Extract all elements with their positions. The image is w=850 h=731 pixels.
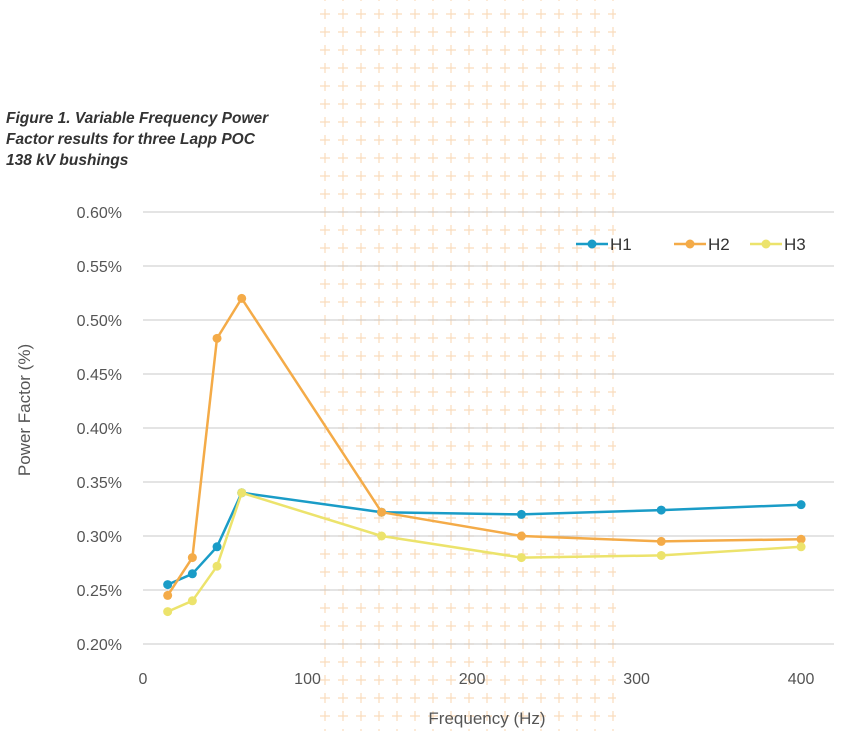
series-h2 (163, 293, 806, 600)
legend-label: H2 (708, 235, 730, 254)
data-point (163, 590, 173, 600)
data-point (796, 534, 806, 544)
data-point (163, 607, 173, 617)
data-point (377, 531, 387, 541)
data-point (187, 596, 197, 606)
y-tick-label: 0.60% (77, 205, 122, 222)
data-point (796, 542, 806, 552)
legend-item-h3: H3 (750, 235, 806, 254)
y-tick-label: 0.25% (77, 583, 122, 600)
y-tick-label: 0.20% (77, 637, 122, 654)
caption-line: 138 kV bushings (6, 152, 129, 169)
legend-label: H1 (610, 235, 632, 254)
data-point (516, 553, 526, 563)
x-tick-labels: 0 100 200 300 400 (139, 671, 815, 688)
background-pattern (318, 0, 616, 731)
data-point (656, 505, 666, 515)
x-tick-label: 400 (788, 671, 815, 688)
legend: H1 H2 H3 (576, 235, 806, 254)
x-tick-label: 200 (459, 671, 486, 688)
data-point (212, 542, 222, 552)
data-point (212, 561, 222, 571)
legend-item-h1: H1 (576, 235, 632, 254)
y-tick-label: 0.50% (77, 313, 122, 330)
data-point (516, 509, 526, 519)
y-axis-title: Power Factor (%) (15, 344, 34, 476)
y-tick-label: 0.45% (77, 367, 122, 384)
data-point (237, 488, 247, 498)
data-point (187, 569, 197, 579)
series-h3 (163, 488, 806, 617)
x-tick-label: 0 (139, 671, 148, 688)
caption-line: Factor results for three Lapp POC (6, 131, 255, 148)
series-line (167, 491, 802, 586)
data-point (187, 553, 197, 563)
data-point (516, 531, 526, 541)
data-point (656, 550, 666, 560)
y-tick-label: 0.35% (77, 475, 122, 492)
y-tick-label: 0.40% (77, 421, 122, 438)
series-line (167, 491, 802, 613)
legend-swatch-marker (761, 239, 771, 249)
data-point (796, 500, 806, 510)
data-point (656, 536, 666, 546)
legend-swatch-marker (587, 239, 597, 249)
legend-label: H3 (784, 235, 806, 254)
y-tick-labels: 0.20% 0.25% 0.30% 0.35% 0.40% 0.45% 0.50% 0.55%… (77, 205, 122, 654)
caption-line: Figure 1. Variable Frequency Power (6, 110, 269, 127)
data-point (377, 507, 387, 517)
y-tick-label: 0.30% (77, 529, 122, 546)
legend-swatch-marker (685, 239, 695, 249)
figure-caption: Figure 1. Variable Frequency Power Facto… (6, 108, 326, 171)
y-tick-label: 0.55% (77, 259, 122, 276)
data-point (237, 293, 247, 303)
gridlines (143, 211, 834, 645)
series-line (166, 297, 802, 597)
data-series (163, 293, 806, 617)
data-point (163, 580, 173, 590)
data-point (212, 333, 222, 343)
x-tick-label: 300 (623, 671, 650, 688)
x-tick-label: 100 (294, 671, 321, 688)
x-axis-title: Frequency (Hz) (428, 709, 545, 728)
legend-item-h2: H2 (674, 235, 730, 254)
